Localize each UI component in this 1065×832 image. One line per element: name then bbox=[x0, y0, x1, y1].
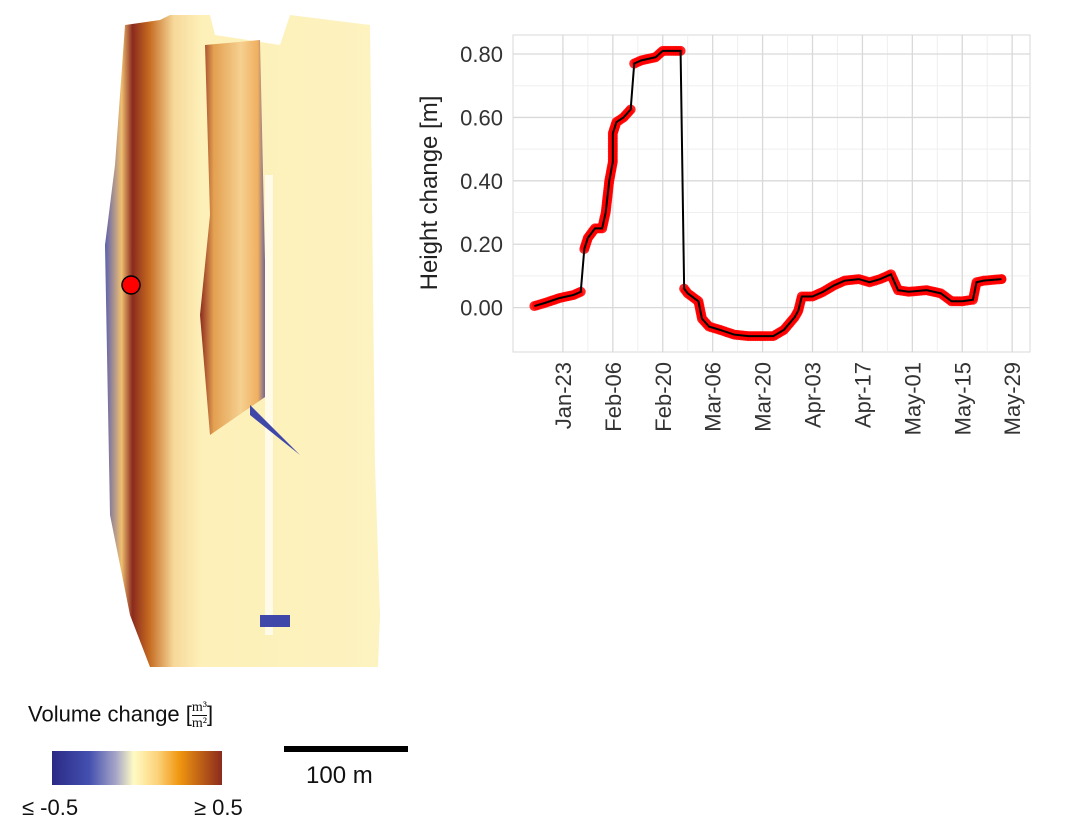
x-tick-labels: Jan-23 Feb-06 Feb-20 Mar-06 Mar-20 Apr-03 Apr-… bbox=[551, 362, 1025, 435]
colorbar-max-label: ≥ 0.5 bbox=[194, 795, 243, 820]
y-tick-label: 0.00 bbox=[460, 296, 503, 321]
volume-change-map bbox=[105, 15, 380, 667]
x-tick-label: Mar-20 bbox=[751, 362, 776, 432]
scale-bar bbox=[284, 746, 408, 752]
x-tick-label: May-15 bbox=[950, 362, 975, 435]
series-line bbox=[534, 49, 1002, 338]
path-strip bbox=[265, 175, 273, 635]
x-tick-label: Jan-23 bbox=[551, 362, 576, 429]
y-tick-label: 0.20 bbox=[460, 232, 503, 257]
x-tick-label: Apr-17 bbox=[850, 362, 875, 428]
unit-fraction: m³ m² bbox=[191, 700, 207, 731]
scale-bar-label: 100 m bbox=[306, 762, 373, 789]
x-tick-label: May-29 bbox=[1000, 362, 1025, 435]
y-tick-label: 0.80 bbox=[460, 42, 503, 67]
erosion-patch bbox=[260, 615, 290, 627]
legend-title-text: Volume change [ bbox=[28, 701, 192, 727]
x-tick-label: Feb-20 bbox=[651, 362, 676, 432]
legend-title-close: ] bbox=[207, 701, 214, 727]
legend-title: Volume change [m³ m²] bbox=[28, 700, 213, 731]
colorbar bbox=[52, 751, 222, 785]
y-tick-labels: 0.00 0.20 0.40 0.60 0.80 bbox=[460, 42, 503, 321]
x-tick-label: Mar-06 bbox=[701, 362, 726, 432]
x-tick-label: May-01 bbox=[900, 362, 925, 435]
dune-area bbox=[200, 40, 268, 435]
location-marker bbox=[121, 275, 141, 295]
erosion-fan bbox=[250, 405, 300, 455]
y-axis-label: Height change [m] bbox=[416, 96, 443, 291]
y-tick-label: 0.60 bbox=[460, 105, 503, 130]
unit-denominator: m² bbox=[191, 716, 207, 731]
grid bbox=[513, 35, 1030, 352]
unit-numerator: m³ bbox=[191, 700, 207, 716]
colorbar-min-label: ≤ -0.5 bbox=[22, 795, 79, 820]
x-tick-label: Apr-03 bbox=[801, 362, 826, 428]
x-tick-label: Feb-06 bbox=[601, 362, 626, 432]
y-tick-label: 0.40 bbox=[460, 169, 503, 194]
